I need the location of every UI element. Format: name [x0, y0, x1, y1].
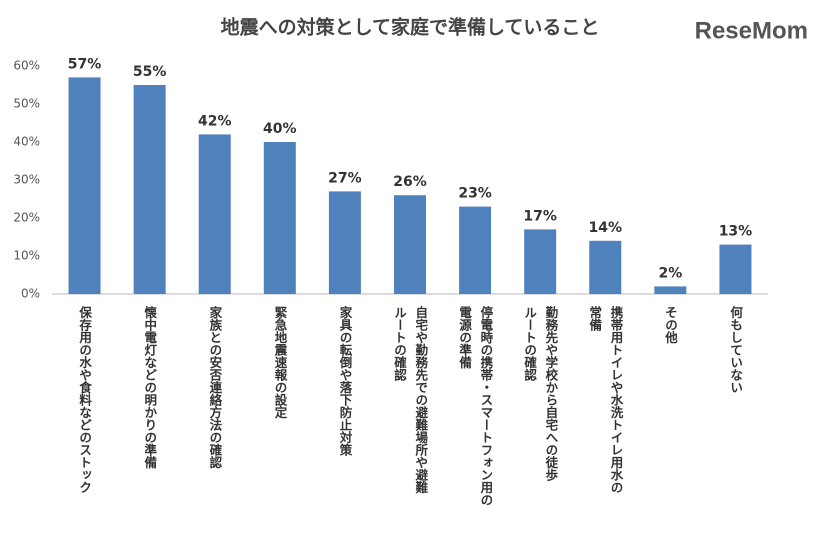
y-tick-label: 60% — [13, 59, 40, 73]
bar — [394, 195, 426, 294]
bar — [68, 77, 101, 295]
value-label: 26% — [393, 174, 427, 190]
value-label: 40% — [263, 121, 297, 137]
value-label: 13% — [719, 224, 753, 240]
bar — [459, 206, 492, 294]
chart-title: 地震への対策として家庭で準備していること — [221, 16, 600, 39]
value-label: 14% — [589, 220, 623, 236]
x-tick-label: 家具の転倒や落下防止対策 — [337, 306, 353, 456]
x-tick-label: 自宅や勤務先での避難場所や避難 ルートの確認 — [392, 306, 429, 494]
bar — [589, 240, 622, 294]
x-tick-label: 緊急地震速報の設定 — [272, 306, 288, 419]
x-tick-label: 停電時の携帯・スマートフォン用の 電源の準備 — [457, 306, 494, 506]
x-tick-label: その他 — [662, 306, 678, 344]
value-label: 42% — [198, 113, 232, 129]
bar — [198, 134, 231, 294]
x-tick-label: 家族との安否連絡方法の確認 — [207, 306, 223, 469]
x-tick-label: 懐中電灯などの明かりの準備 — [142, 306, 158, 469]
x-tick-label: 何もしていない — [728, 306, 744, 394]
bar — [133, 85, 166, 294]
x-tick-label: 保存用の水や食料などのストック — [77, 306, 93, 494]
value-label: 57% — [68, 56, 102, 72]
y-tick-label: 40% — [13, 135, 40, 149]
logo: ReseMom — [695, 17, 808, 44]
value-label: 2% — [658, 265, 682, 281]
bar — [719, 244, 752, 294]
bar — [328, 191, 361, 294]
y-tick-label: 30% — [13, 173, 40, 187]
value-label: 27% — [328, 170, 362, 186]
x-tick-label: 携帯用トイレや水洗トイレ用水の 常備 — [587, 306, 624, 494]
value-label: 55% — [133, 64, 167, 80]
bar — [263, 142, 296, 294]
y-tick-label: 0% — [21, 287, 40, 301]
y-tick-label: 10% — [13, 249, 40, 263]
x-tick-label: 勤務先や学校から自宅への徒歩 ルートの確認 — [522, 306, 559, 481]
value-label: 23% — [458, 186, 492, 202]
y-tick-label: 20% — [13, 211, 40, 225]
value-label: 17% — [523, 208, 557, 224]
bar — [654, 286, 687, 294]
y-tick-label: 50% — [13, 97, 40, 111]
bar — [524, 229, 557, 294]
